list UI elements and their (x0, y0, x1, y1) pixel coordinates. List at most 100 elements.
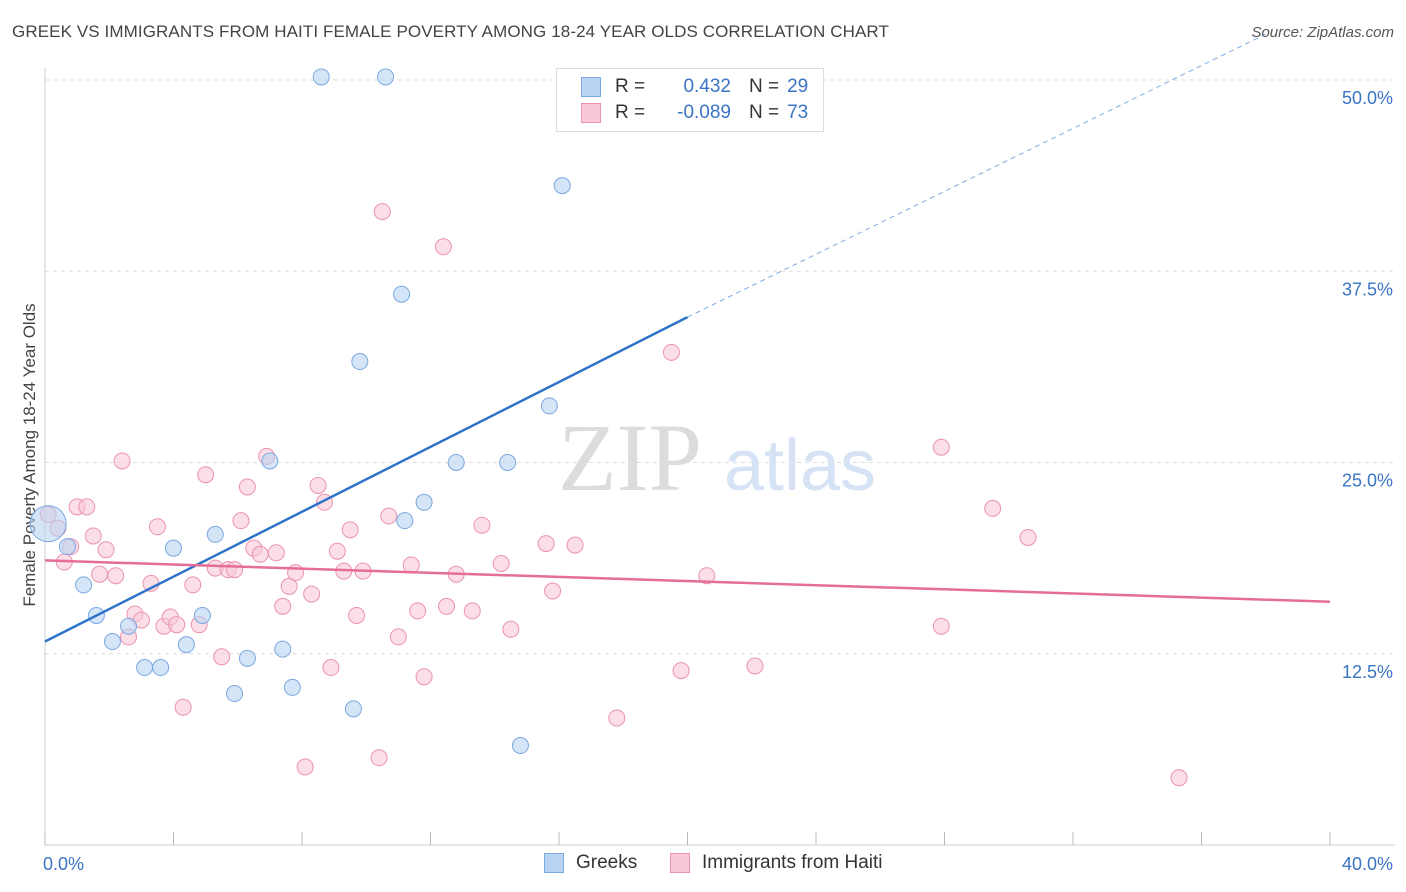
haiti-point (226, 561, 244, 579)
greek-point (58, 538, 76, 556)
tick-labels: 12.5% 25.0% 37.5% 50.0% 0.0% 40.0% (43, 88, 1393, 874)
greek-point (312, 68, 330, 86)
y-tick-label: 12.5% (1342, 662, 1393, 682)
greek-point (499, 454, 517, 471)
greek-point (206, 525, 224, 543)
axes (44, 68, 1395, 846)
legend-label-greeks: Greeks (576, 852, 638, 873)
haiti-point (662, 343, 680, 361)
x-tick-label: 0.0% (43, 854, 84, 874)
greek-points (29, 68, 571, 755)
greek-point (193, 607, 211, 624)
haiti-point (232, 512, 250, 530)
haiti-point (113, 452, 131, 470)
haiti-point (566, 536, 584, 554)
greek-point (177, 636, 195, 654)
haiti-point (309, 476, 327, 494)
greek-point (226, 685, 244, 703)
haiti-point (148, 518, 166, 536)
haiti-point (438, 597, 456, 615)
greek-point (238, 649, 256, 667)
legend-swatch-haiti (670, 853, 690, 873)
haiti-point (473, 516, 491, 534)
legend-row-greeks: R = 0.432 N = 29 (581, 75, 808, 99)
haiti-point (380, 507, 398, 525)
legend-row-haiti: R = -0.089 N = 73 (581, 101, 808, 125)
haiti-point (341, 521, 359, 539)
haiti-point (389, 628, 407, 646)
haiti-point (107, 567, 125, 585)
greek-point (29, 505, 67, 543)
greek-point (553, 177, 571, 195)
greek-point (274, 640, 292, 658)
legend-n-label: N = (749, 76, 780, 97)
haiti-point (197, 466, 215, 484)
haiti-point (280, 577, 298, 595)
legend-label-haiti: Immigrants from Haiti (702, 852, 883, 873)
haiti-point (608, 709, 626, 727)
haiti-point (238, 478, 256, 496)
y-tick-label: 25.0% (1342, 471, 1393, 491)
greek-point (152, 659, 170, 677)
haiti-point (1170, 769, 1188, 787)
legend-r-value: -0.089 (677, 102, 731, 123)
haiti-point (544, 582, 562, 600)
haiti-point (213, 648, 231, 666)
source-label: Source: ZipAtlas.com (1251, 24, 1394, 41)
greek-point (103, 633, 121, 651)
correlation-legend: R = 0.432 N = 29 R = -0.089 N = 73 (556, 68, 824, 132)
haiti-point (373, 203, 391, 221)
haiti-point (698, 567, 716, 585)
legend-swatch-haiti (581, 103, 601, 123)
y-tick-label: 50.0% (1342, 88, 1393, 108)
legend-r-value: 0.432 (683, 76, 731, 97)
haiti-point (932, 617, 950, 635)
haiti-point (434, 238, 452, 256)
haiti-point (537, 535, 555, 553)
greek-point (283, 678, 301, 696)
greek-point (120, 617, 138, 635)
haiti-point (184, 576, 202, 594)
haiti-point (1019, 528, 1037, 546)
haiti-point (746, 657, 764, 675)
greek-point (511, 737, 529, 755)
chart-title: GREEK VS IMMIGRANTS FROM HAITI FEMALE PO… (12, 22, 889, 41)
haiti-point (402, 556, 420, 574)
haiti-point (492, 554, 510, 572)
legend-n-label: N = (749, 102, 780, 123)
haiti-point (409, 602, 427, 620)
haiti-point (168, 616, 186, 634)
greek-point (261, 452, 279, 470)
greek-point (393, 285, 411, 303)
watermark-zip: ZIP (558, 404, 702, 511)
haiti-point (502, 620, 520, 638)
haiti-point (84, 527, 102, 545)
haiti-point (932, 438, 950, 456)
y-tick-label: 37.5% (1342, 279, 1393, 299)
haiti-point (78, 498, 96, 516)
haiti-point (296, 758, 314, 776)
haiti-point (984, 499, 1002, 517)
greek-point (136, 659, 154, 677)
watermark: ZIP atlas (558, 404, 876, 511)
haiti-point (415, 668, 433, 686)
greek-point (377, 68, 395, 86)
haiti-point (267, 544, 285, 562)
greek-point (415, 493, 433, 511)
x-tick-label: 40.0% (1342, 854, 1393, 874)
legend-n-value: 29 (787, 76, 809, 97)
legend-n-value: 73 (787, 102, 809, 123)
haiti-point (303, 585, 321, 603)
greek-trend-line (44, 316, 689, 643)
haiti-point (274, 597, 292, 615)
greek-point (344, 700, 362, 718)
greek-point (540, 397, 558, 415)
legend-item-greeks: Greeks (544, 852, 637, 874)
trend-lines (44, 33, 1331, 643)
haiti-point (348, 607, 366, 624)
greek-point (351, 353, 369, 371)
greek-point (447, 454, 465, 471)
greek-point (396, 512, 414, 530)
greek-point (165, 539, 182, 557)
